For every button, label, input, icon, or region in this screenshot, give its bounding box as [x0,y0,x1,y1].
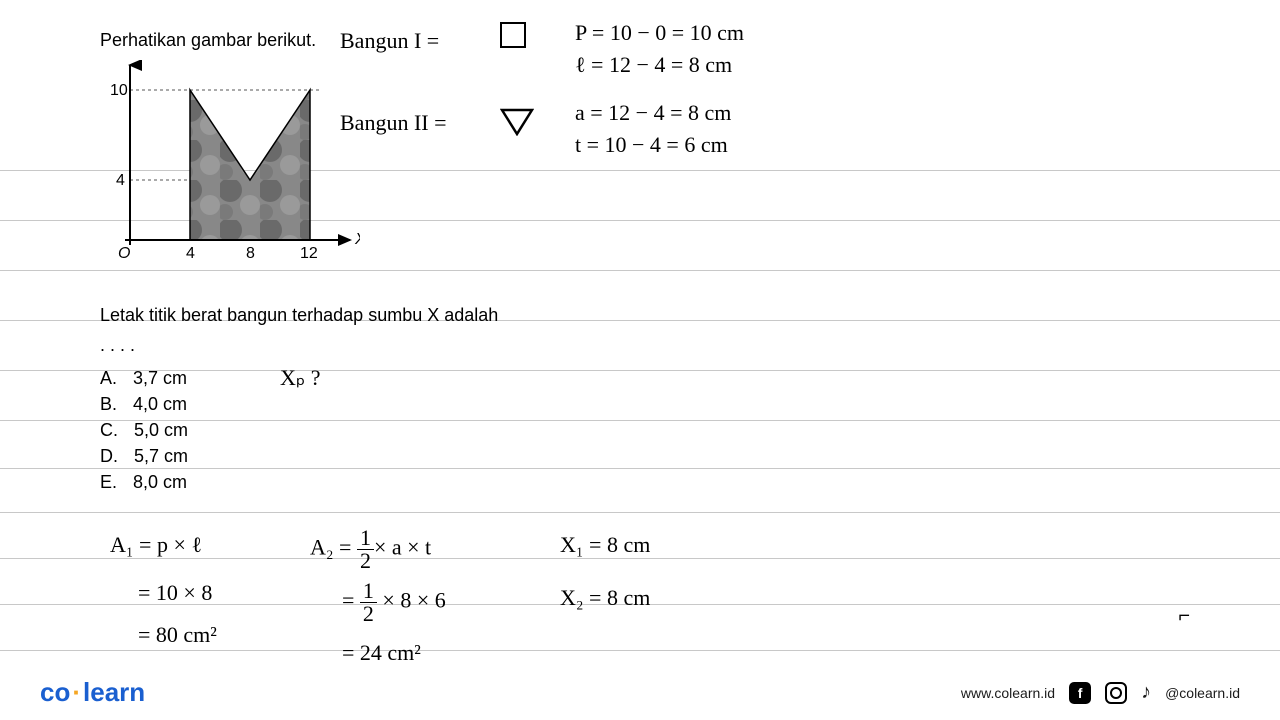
handwritten-l-eq: ℓ = 12 − 4 = 8 cm [575,52,732,78]
svg-text:8: 8 [246,245,255,262]
handwritten-a1-1: A₁ = p × ℓ [110,532,202,558]
handwritten-x1: X₁ = 8 cm [560,532,650,558]
option-b: B.4,0 cm [100,391,188,417]
coordinate-chart: O 10 4 4 8 12 X Y [100,60,360,270]
svg-text:X: X [354,231,360,248]
handwritten-a1-2: = 10 × 8 [138,580,212,606]
cursor-mark: ⌐ [1178,605,1190,628]
handwritten-a2-2: = 12 × 8 × 6 [342,580,446,625]
svg-text:4: 4 [186,245,195,262]
svg-text:4: 4 [116,172,125,189]
handwritten-x2: X₂ = 8 cm [560,585,650,611]
svg-text:12: 12 [300,245,318,262]
option-a: A.3,7 cm [100,365,188,391]
facebook-icon: f [1069,682,1091,704]
handwritten-xp: Xₚ ? [280,365,321,391]
handwritten-t-eq: t = 10 − 4 = 6 cm [575,132,728,158]
tiktok-icon: ♪ [1141,681,1151,704]
question-ellipsis: . . . . [100,335,135,356]
footer-handle: @colearn.id [1165,685,1240,701]
handwritten-p-eq: P = 10 − 0 = 10 cm [575,20,744,46]
footer: co·learn www.colearn.id f ♪ @colearn.id [0,678,1280,708]
svg-text:O: O [118,245,130,262]
option-e: E.8,0 cm [100,469,188,495]
triangle-icon [500,108,534,141]
brand-logo: co·learn [40,677,145,708]
option-c: C.5,0 cm [100,417,188,443]
svg-text:10: 10 [110,82,128,99]
handwritten-a-eq: a = 12 − 4 = 8 cm [575,100,731,126]
handwritten-bangun2: Bangun II = [340,110,447,136]
question-prompt: Letak titik berat bangun terhadap sumbu … [100,305,498,326]
svg-text:Y: Y [126,60,138,62]
handwritten-a2-1: A₂ = 12× a × t [310,527,431,572]
instagram-icon [1105,682,1127,704]
handwritten-bangun1: Bangun I = [340,28,439,54]
footer-url: www.colearn.id [961,685,1055,701]
option-d: D.5,7 cm [100,443,188,469]
answer-options: A.3,7 cm B.4,0 cm C.5,0 cm D.5,7 cm E.8,… [100,365,188,495]
square-icon [500,22,526,53]
question-title: Perhatikan gambar berikut. [100,30,316,51]
handwritten-a2-3: = 24 cm² [342,640,421,666]
handwritten-a1-3: = 80 cm² [138,622,217,648]
